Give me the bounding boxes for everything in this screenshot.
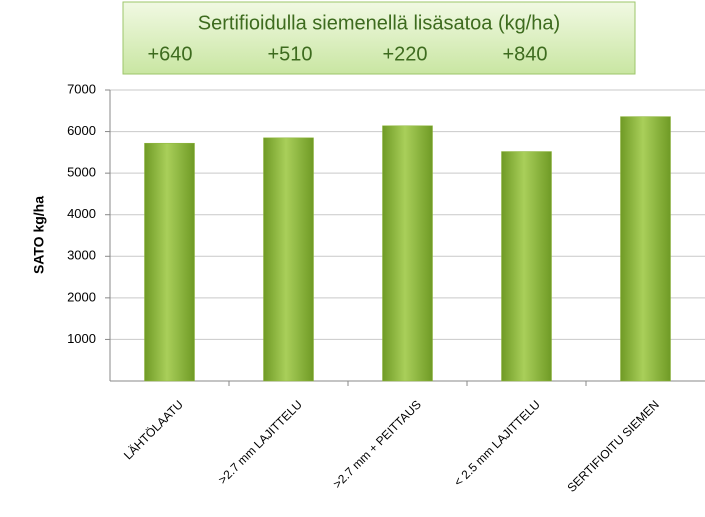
- y-tick-label: 5000: [67, 165, 96, 180]
- annotation-value: +840: [502, 43, 547, 65]
- bar: [501, 151, 552, 382]
- annotation-value: +220: [382, 43, 427, 65]
- annotation-title: Sertifioidulla siemenellä lisäsatoa (kg/…: [198, 12, 560, 34]
- bar: [263, 137, 314, 382]
- x-tick-label: LÄHTÖLAATU: [121, 397, 186, 462]
- bar: [382, 125, 433, 382]
- x-tick-label: >2.7 mm + PEITTAUS: [330, 397, 424, 491]
- x-tick-label: >2.7 mm LAJITTELU: [216, 397, 305, 486]
- bar: [144, 142, 195, 382]
- y-tick-label: 6000: [67, 123, 96, 138]
- y-axis-label: SATO kg/ha: [31, 196, 47, 274]
- y-tick-label: 1000: [67, 331, 96, 346]
- y-tick-label: 2000: [67, 289, 96, 304]
- y-tick-label: 7000: [67, 81, 96, 96]
- y-tick-label: 3000: [67, 248, 96, 263]
- bar: [620, 116, 671, 382]
- annotation-box: [122, 1, 636, 75]
- x-tick-label: SERTIFIOITU SIEMEN: [564, 397, 661, 494]
- x-tick-label: < 2.5 mm LAJITTELU: [451, 397, 543, 489]
- annotation-value: +510: [267, 43, 312, 65]
- y-tick-label: 4000: [67, 206, 96, 221]
- annotation-value: +640: [147, 43, 192, 65]
